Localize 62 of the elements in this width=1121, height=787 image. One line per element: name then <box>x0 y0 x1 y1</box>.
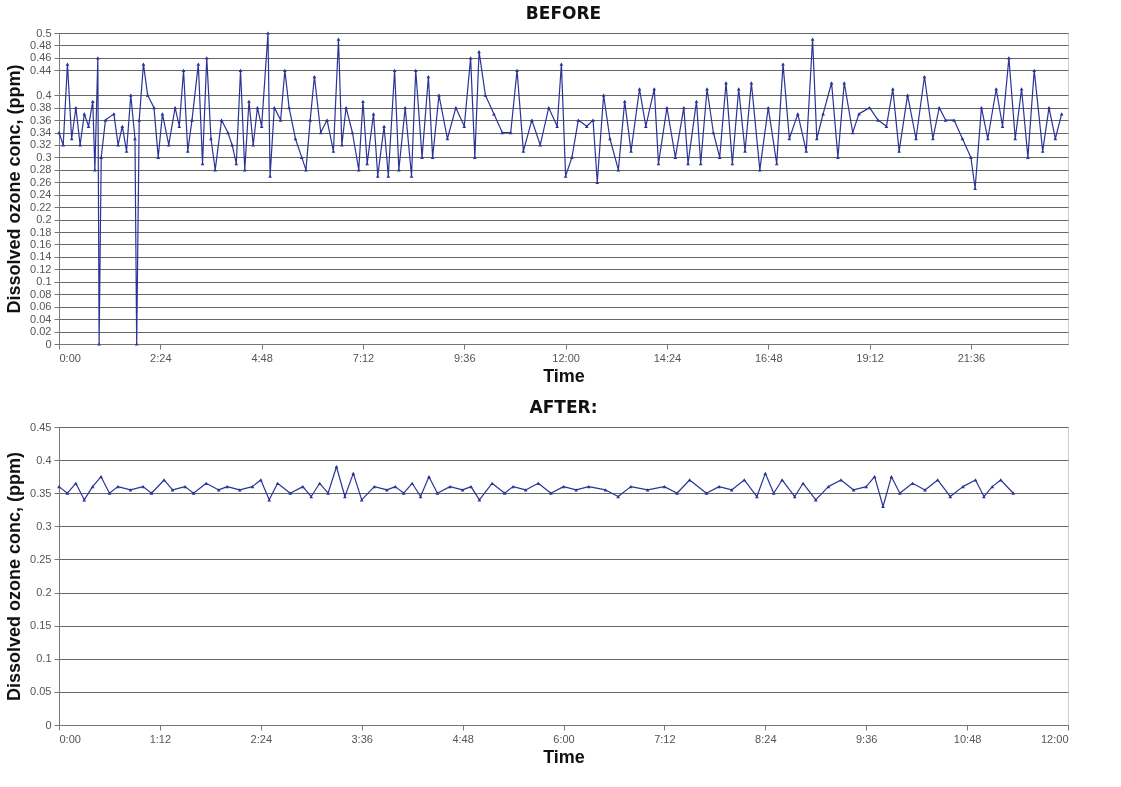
y-tick-label: 0.4 <box>36 88 52 101</box>
x-tick-label: 1:12 <box>149 732 172 745</box>
y-tick-label: 0.34 <box>30 126 52 139</box>
x-tick-label: 8:24 <box>755 732 777 745</box>
y-tick-label: 0.45 <box>30 420 52 433</box>
y-tick-label: 0.35 <box>30 486 52 499</box>
x-tick-label: 4:48 <box>452 732 474 745</box>
x-tick-label: 6:00 <box>553 732 575 745</box>
x-tick-label: 19:12 <box>856 351 884 364</box>
x-tick-label: 12:00 <box>1040 732 1069 745</box>
y-tick-label: 0.48 <box>30 38 52 51</box>
y-tick-label: 0.16 <box>30 237 52 250</box>
y-tick-label: 0.38 <box>30 101 52 114</box>
y-tick-label: 0.1 <box>36 652 52 665</box>
y-tick-label: 0.5 <box>36 26 52 39</box>
y-tick-label: 0.3 <box>36 150 52 163</box>
x-tick-label: 14:24 <box>653 351 682 364</box>
y-tick-label: 0.02 <box>30 325 52 338</box>
y-tick-label: 0.26 <box>30 175 52 188</box>
y-tick-label: 0.46 <box>30 51 52 64</box>
y-tick-label: 0.14 <box>30 250 52 263</box>
x-tick-label: 7:12 <box>654 732 676 745</box>
y-tick-label: 0.2 <box>36 586 52 599</box>
y-axis-title: Dissolved ozone conc, (ppm) <box>4 451 25 702</box>
x-tick-label: 2:24 <box>150 351 172 364</box>
y-tick-label: 0.4 <box>36 453 52 466</box>
x-tick-label: 21:36 <box>957 351 986 364</box>
y-tick-label: 0.06 <box>30 300 52 313</box>
y-tick-label: 0.32 <box>30 138 52 151</box>
y-tick-label: 0.12 <box>30 262 52 275</box>
y-tick-label: 0.25 <box>30 552 52 565</box>
y-tick-label: 0.05 <box>30 685 52 698</box>
y-tick-label: 0.24 <box>30 188 52 201</box>
x-tick-label: 3:36 <box>351 732 373 745</box>
y-tick-label: 0 <box>45 337 52 350</box>
x-tick-label: 7:12 <box>352 351 375 364</box>
y-tick-label: 0.3 <box>36 519 52 532</box>
y-tick-label: 0.1 <box>36 275 52 288</box>
y-axis-title: Dissolved ozone conc, (ppm) <box>4 64 25 314</box>
x-axis-title: Time <box>543 746 585 767</box>
y-tick-label: 0.36 <box>30 113 52 126</box>
x-tick-label: 9:36 <box>454 351 476 364</box>
y-tick-label: 0.2 <box>36 213 52 226</box>
x-tick-label: 2:24 <box>250 732 273 745</box>
x-tick-label: 0:00 <box>59 732 81 745</box>
chart-title: AFTER: <box>529 397 598 417</box>
y-tick-label: 0.44 <box>30 63 52 76</box>
x-tick-label: 10:48 <box>953 732 982 745</box>
y-tick-label: 0.08 <box>30 287 52 300</box>
x-tick-label: 12:00 <box>552 351 580 364</box>
y-tick-label: 0.28 <box>30 163 52 176</box>
y-tick-label: 0 <box>45 718 52 731</box>
x-tick-label: 9:36 <box>855 732 878 745</box>
chart-title: BEFORE <box>525 3 602 23</box>
y-tick-label: 0.22 <box>30 200 52 213</box>
y-tick-label: 0.18 <box>30 225 52 238</box>
x-tick-label: 4:48 <box>251 351 273 364</box>
y-tick-label: 0.15 <box>30 619 52 632</box>
x-axis-title: Time <box>543 365 585 386</box>
x-tick-label: 16:48 <box>754 351 783 364</box>
y-tick-label: 0.04 <box>30 312 52 325</box>
x-tick-label: 0:00 <box>59 351 81 364</box>
